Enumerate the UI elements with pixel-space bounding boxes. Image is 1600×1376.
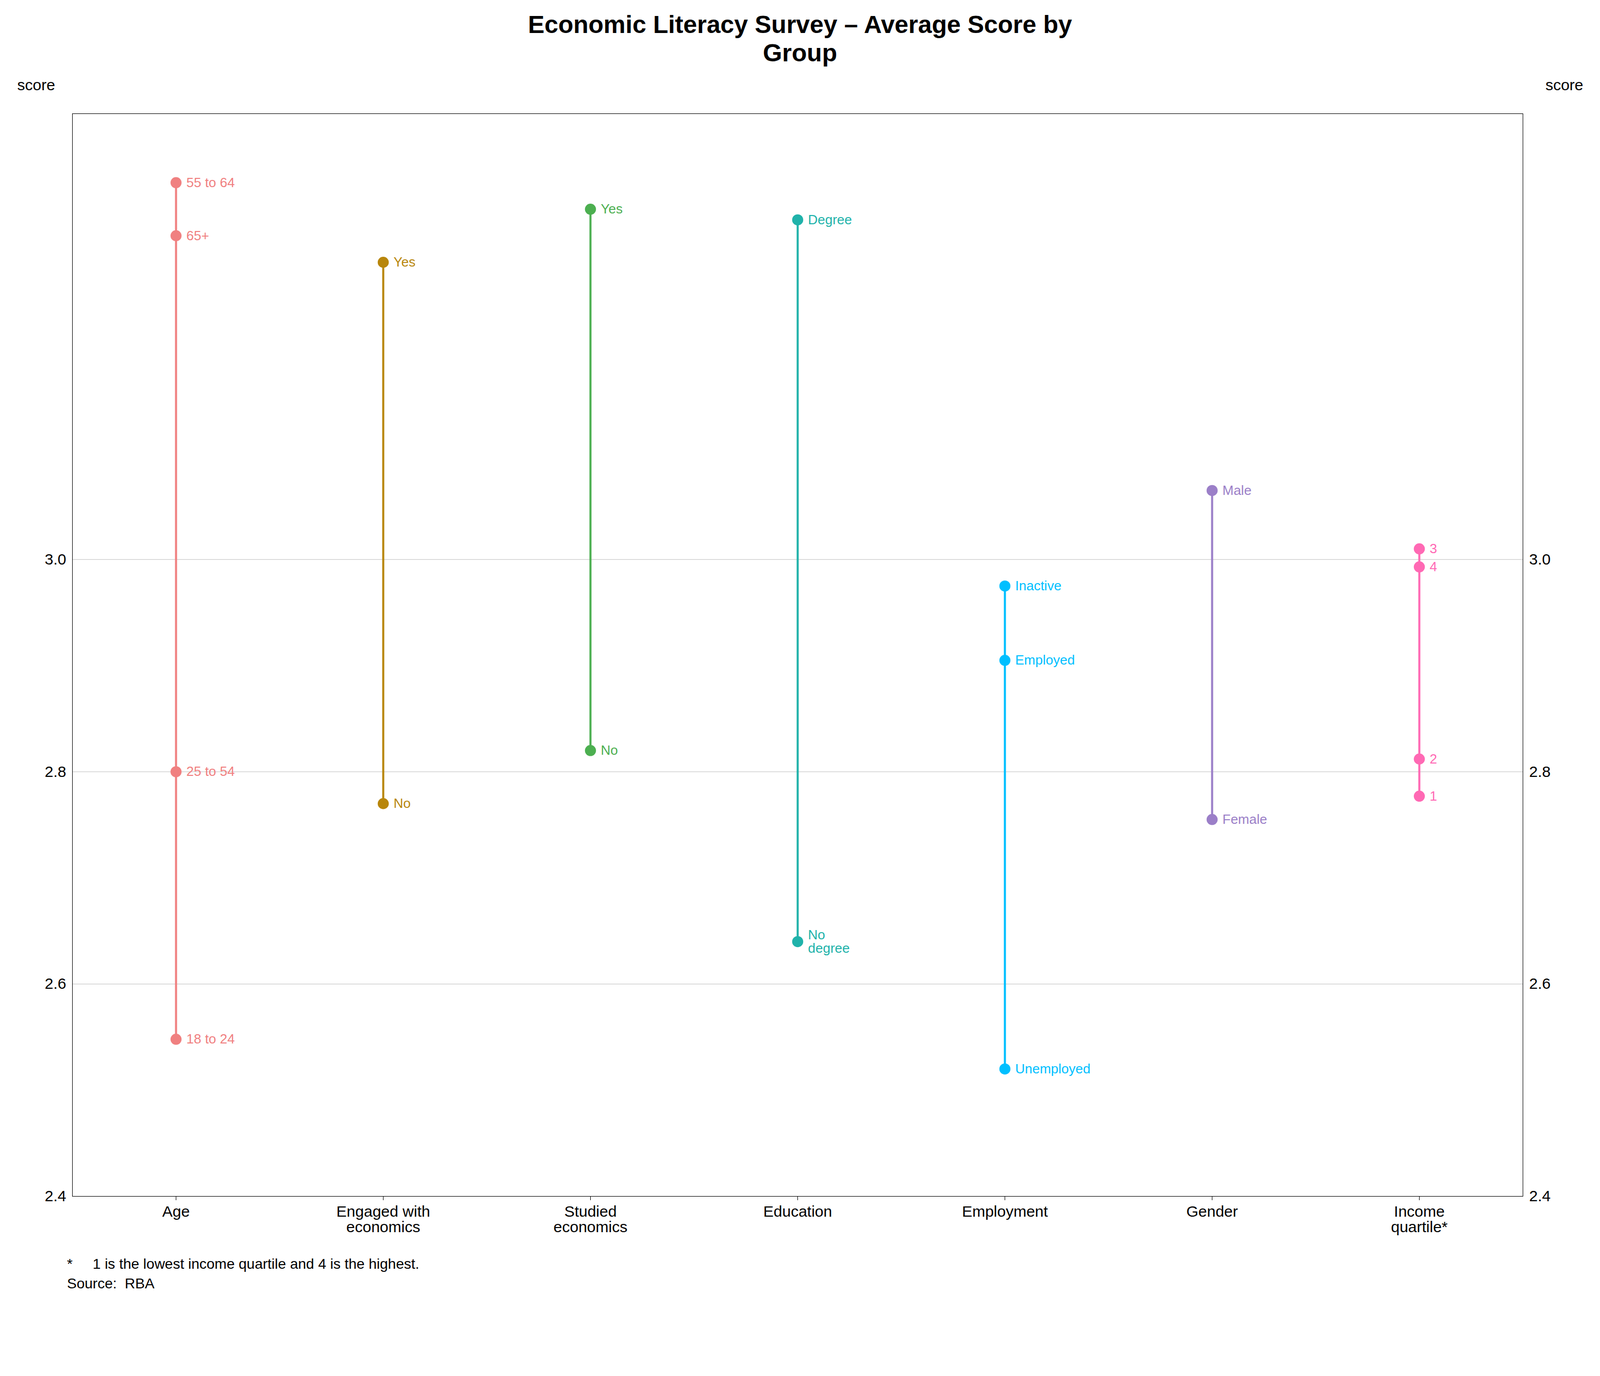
- svg-text:No: No: [601, 742, 619, 758]
- svg-text:Degree: Degree: [808, 211, 853, 228]
- svg-text:Employed: Employed: [1015, 652, 1076, 668]
- svg-text:Studiedeconomics: Studiedeconomics: [553, 1202, 628, 1236]
- svg-text:3: 3: [1429, 540, 1438, 557]
- svg-text:Employment: Employment: [961, 1202, 1048, 1220]
- svg-text:2.4: 2.4: [1529, 1187, 1552, 1205]
- svg-text:2.6: 2.6: [1529, 974, 1552, 992]
- svg-text:Inactive: Inactive: [1015, 577, 1062, 594]
- svg-text:Male: Male: [1222, 482, 1252, 498]
- html-text:Economic Literacy Survey – Ave: Economic Literacy Survey – Average Score…: [527, 10, 1073, 67]
- svg-text:Female: Female: [1222, 811, 1268, 827]
- svg-text:Education: Education: [763, 1202, 832, 1220]
- svg-text:Yes: Yes: [601, 201, 623, 217]
- svg-text:65+: 65+: [186, 227, 210, 244]
- svg-text:1: 1: [1429, 788, 1438, 804]
- svg-text:Yes: Yes: [393, 254, 416, 270]
- svg-text:2.6: 2.6: [44, 974, 67, 992]
- svg-text:Age: Age: [162, 1202, 190, 1220]
- svg-text:Incomequartile*: Incomequartile*: [1390, 1202, 1448, 1236]
- svg-text:Engaged witheconomics: Engaged witheconomics: [336, 1202, 431, 1236]
- html-text:Source: RBA: Source: RBA: [67, 1275, 155, 1292]
- svg-text:2: 2: [1429, 751, 1438, 767]
- svg-text:4: 4: [1429, 558, 1438, 575]
- svg-text:2.4: 2.4: [44, 1187, 67, 1205]
- svg-text:score: score: [17, 77, 56, 94]
- svg-text:55 to 64: 55 to 64: [186, 174, 236, 191]
- svg-text:25 to 54: 25 to 54: [186, 763, 236, 779]
- svg-text:2.8: 2.8: [1529, 762, 1552, 780]
- html-text:* 1 is the lowest income quart: * 1 is the lowest income quartile and 4 …: [67, 1255, 420, 1272]
- svg-text:2.8: 2.8: [44, 762, 67, 780]
- svg-text:Unemployed: Unemployed: [1015, 1060, 1091, 1077]
- svg-text:18 to 24: 18 to 24: [186, 1030, 236, 1047]
- svg-text:3.0: 3.0: [1529, 550, 1552, 568]
- svg-text:Nodegree: Nodegree: [808, 926, 850, 956]
- svg-text:No: No: [393, 795, 411, 811]
- svg-text:3.0: 3.0: [44, 550, 67, 568]
- svg-text:Gender: Gender: [1186, 1202, 1238, 1220]
- svg-text:score: score: [1545, 77, 1583, 94]
